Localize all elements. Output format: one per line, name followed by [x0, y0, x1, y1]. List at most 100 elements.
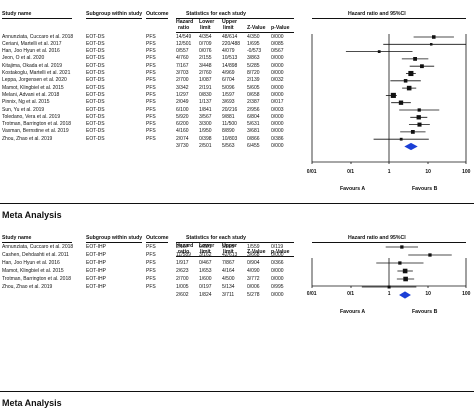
subgroup-value: EOT-DS	[86, 33, 105, 40]
study-name: Vaxman, Bernstine et al. 2019	[2, 128, 69, 135]
upper-limit-value: 5/096	[222, 84, 235, 91]
header-upper-limit: Upper	[222, 19, 237, 25]
z-value: 0/866	[247, 135, 260, 142]
subgroup-value: EOT-DS	[86, 106, 105, 113]
hazard-ratio-value: 14/549	[176, 33, 192, 40]
hazard-ratio-value: 6/200	[176, 121, 189, 128]
favours-a-label: Favours A	[340, 309, 366, 315]
hazard-ratio-value: 4/160	[176, 128, 189, 135]
hazard-ratio-value: 11/589	[176, 251, 191, 258]
upper-limit-value: 4/164	[222, 267, 235, 274]
lower-limit-value: 3/162	[199, 251, 212, 258]
header-hazard-ratio: ratio	[178, 249, 190, 255]
x-tick-label: 0/01	[306, 291, 317, 297]
header-statistics: Statistics for each study	[186, 11, 246, 17]
z-value: 3/772	[247, 275, 260, 282]
lower-limit-value: 1/950	[199, 128, 212, 135]
study-name: Zhou, Zhao et al. 2019	[2, 283, 53, 290]
z-value: 8/720	[247, 70, 260, 76]
upper-limit-value: 11/500	[222, 121, 237, 128]
study-marker	[400, 245, 404, 249]
x-tick-label: 100	[462, 169, 471, 175]
header-z-value: Z-Value	[247, 249, 266, 255]
outcome-value: PFS	[146, 283, 156, 290]
header-underline	[312, 18, 466, 19]
outcome-value: PFS	[146, 275, 156, 282]
study-marker	[406, 85, 412, 91]
upper-limit-value: 4/500	[222, 275, 235, 282]
upper-limit-value: 7/867	[222, 259, 235, 266]
header-underline	[176, 18, 294, 19]
z-value: 4/090	[247, 267, 260, 274]
favours-b-label: Favours B	[412, 186, 438, 192]
z-value: 3/681	[247, 128, 260, 135]
p-value: 0/000	[271, 121, 284, 128]
subgroup-value: EOT-DS	[86, 55, 105, 62]
lower-limit-value: 2/191	[199, 84, 212, 91]
study-marker	[428, 253, 432, 257]
summary-diamond	[404, 142, 418, 151]
study-marker	[420, 64, 424, 69]
study-marker	[417, 108, 421, 112]
study-name: Mamot, Klingbiel et al. 2015	[2, 84, 64, 91]
p-value: 0/003	[271, 106, 284, 113]
header-upper-limit: Upper	[222, 243, 237, 249]
outcome-value: PFS	[146, 99, 156, 106]
hazard-ratio-value: 5/920	[176, 113, 189, 120]
section-divider	[0, 391, 474, 392]
hazard-ratio-value: 2/074	[176, 135, 189, 142]
header-subgroup: Subgroup within study	[86, 235, 143, 241]
study-name: Leppa, Jorgensen et al. 2020	[2, 77, 67, 84]
study-name: Jeon, O et al. 2020	[2, 55, 45, 62]
p-value: 0/000	[271, 55, 284, 62]
outcome-value: PFS	[146, 48, 156, 55]
subgroup-value: EOT-IHP	[86, 259, 107, 266]
summary-diamond	[399, 291, 411, 299]
upper-limit-value: 48/614	[222, 33, 238, 40]
study-marker	[403, 276, 408, 282]
header-forest-title: Hazard ratio and 95%CI	[348, 11, 406, 17]
p-value: 0/017	[271, 99, 284, 106]
subgroup-value: EOT-DS	[86, 135, 105, 142]
study-name: Cashen, Dehdashti et al. 2011	[2, 251, 69, 258]
lower-limit-value: 1/841	[199, 106, 212, 113]
subgroup-value: EOT-IHP	[86, 251, 107, 258]
study-name: Pinnix, Ng et al. 2015	[2, 99, 50, 106]
header-underline	[2, 242, 72, 243]
p-value: 0/000	[271, 62, 284, 69]
study-marker	[408, 70, 414, 77]
header-underline	[176, 242, 294, 243]
subgroup-value: EOT-DS	[86, 84, 105, 91]
p-value: 0/000	[271, 70, 284, 76]
outcome-value: PFS	[146, 128, 156, 135]
p-value: 0/000	[271, 128, 284, 135]
hazard-ratio-value: 2/623	[176, 267, 189, 274]
p-value: 0/000	[271, 275, 284, 282]
study-name: Sun, Yu et al. 2019	[2, 106, 45, 113]
z-value: 5/285	[247, 62, 260, 69]
hazard-ratio-value: 3/342	[176, 84, 189, 91]
summary-hazard-ratio: 3/730	[176, 143, 189, 149]
hazard-ratio-value: 1/005	[176, 283, 189, 290]
header-hazard-ratio: ratio	[178, 25, 190, 31]
z-value: 3/668	[247, 251, 260, 258]
study-marker	[431, 35, 436, 39]
study-name: Kostakoglu, Martelli et al. 2021	[2, 70, 71, 76]
x-tick-label: 10	[425, 169, 431, 175]
x-tick-label: 100	[462, 291, 471, 297]
header-outcome: Outcome	[146, 235, 169, 241]
lower-limit-value: 1/653	[199, 267, 212, 274]
study-name: Trotman, Barrington et al. 2018	[2, 275, 72, 282]
z-value: 1/559	[247, 243, 260, 250]
subgroup-value: EOT-DS	[86, 48, 105, 55]
outcome-value: PFS	[146, 91, 156, 98]
upper-limit-value: 14/898	[222, 62, 238, 69]
hazard-ratio-value: 1/297	[176, 91, 189, 98]
x-tick-label: 1	[387, 291, 391, 297]
subgroup-value: EOT-DS	[86, 99, 105, 106]
upper-limit-value: 20/216	[222, 106, 238, 113]
summary-upper-limit: 5/563	[222, 143, 235, 149]
outcome-value: PFS	[146, 77, 156, 84]
z-value: 6/804	[247, 113, 260, 120]
header-lower-limit: limit	[200, 249, 211, 255]
